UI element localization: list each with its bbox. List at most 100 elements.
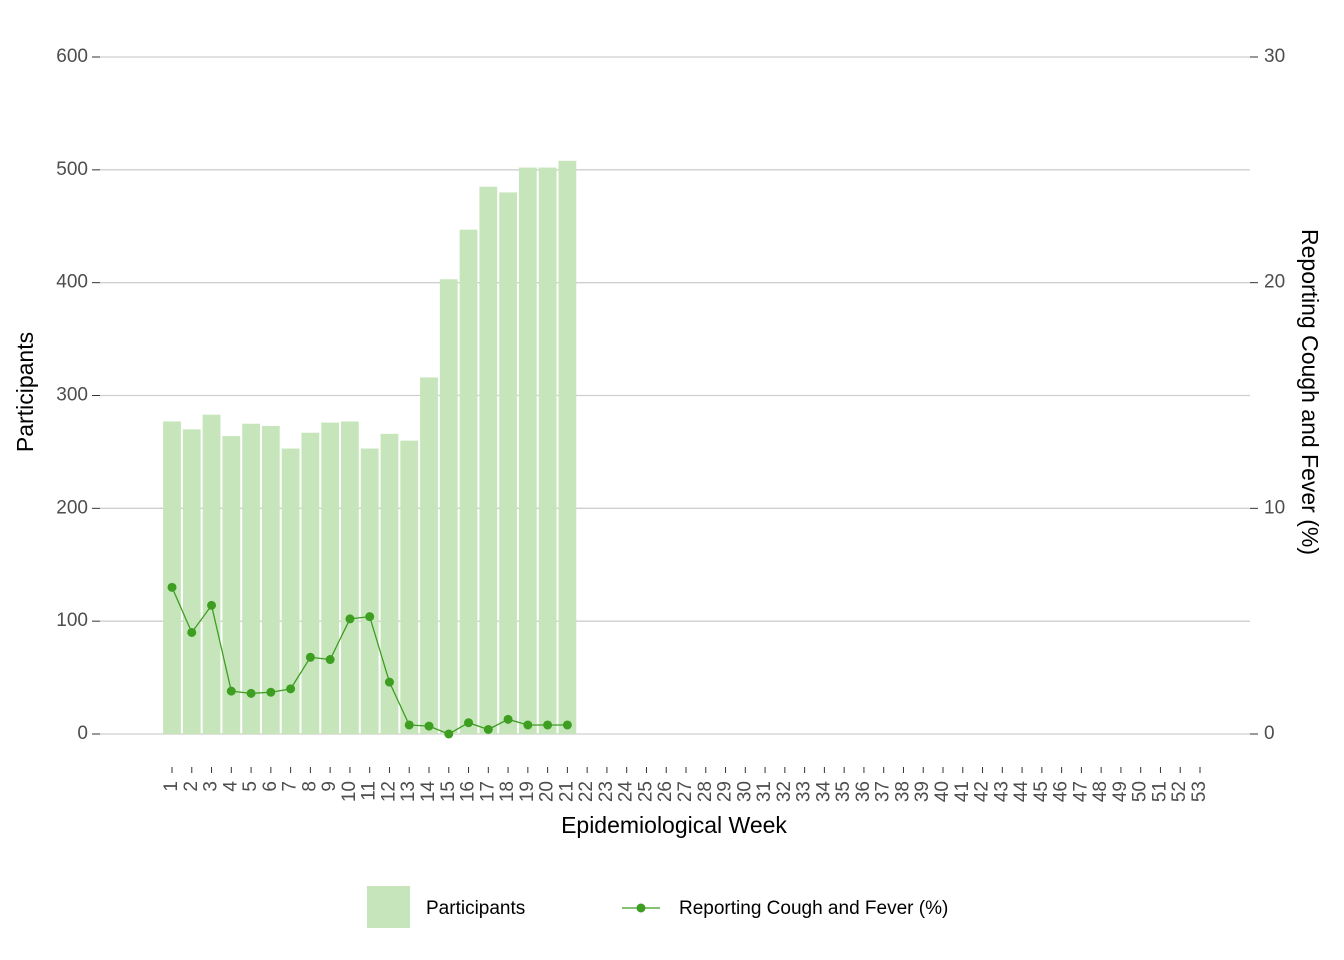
bar (163, 421, 181, 734)
bar (400, 440, 419, 734)
x-tick-label: 20 (537, 781, 558, 802)
point (167, 582, 177, 592)
x-tick-label: 49 (1110, 781, 1131, 802)
x-tick-label: 51 (1149, 781, 1170, 802)
point (266, 687, 276, 697)
y-tick-label: 600 (56, 46, 88, 67)
bar (380, 433, 399, 734)
bar (182, 429, 201, 734)
bar (439, 279, 458, 734)
point (325, 655, 335, 665)
x-tick-label: 47 (1070, 781, 1091, 802)
bar (518, 167, 537, 734)
bar (558, 160, 577, 735)
point (384, 677, 394, 687)
legend-key (367, 886, 410, 928)
x-tick-label: 5 (240, 781, 261, 792)
point (226, 686, 236, 696)
bar (420, 377, 438, 734)
x-tick-label: 50 (1130, 781, 1151, 802)
x-tick-label: 42 (972, 781, 993, 802)
x-tick-label: 19 (517, 781, 538, 802)
x-tick-label: 48 (1090, 781, 1111, 802)
x-tick-label: 29 (715, 781, 736, 802)
x-tick-label: 41 (952, 781, 973, 802)
bar (202, 414, 221, 734)
x-tick-label: 10 (339, 781, 360, 802)
point (404, 720, 414, 730)
y2-axis-title: Reporting Cough and Fever (%) (1297, 229, 1323, 555)
point (345, 614, 355, 624)
x-tick-label: 1 (161, 781, 182, 792)
bar (321, 422, 340, 734)
point (523, 720, 533, 730)
x-tick-label: 28 (695, 781, 716, 802)
point (424, 721, 434, 731)
y2-tick-label: 20 (1264, 272, 1285, 293)
x-tick-label: 37 (873, 781, 894, 802)
y2-tick-label: 30 (1264, 46, 1285, 67)
x-tick-label: 31 (754, 781, 775, 802)
point (207, 600, 217, 610)
x-tick-label: 22 (576, 781, 597, 802)
x-tick-label: 9 (319, 781, 340, 792)
x-tick-label: 40 (932, 781, 953, 802)
x-tick-label: 21 (556, 781, 577, 802)
legend-label: Participants (426, 898, 525, 919)
x-tick-label: 30 (734, 781, 755, 802)
x-tick-label: 34 (813, 781, 834, 803)
bar (459, 229, 478, 734)
x-axis-title: Epidemiological Week (561, 812, 787, 838)
y-axis-title: Participants (12, 332, 38, 452)
legend-key (636, 903, 646, 913)
bar (479, 186, 498, 735)
y-tick-label: 100 (56, 610, 88, 631)
x-tick-label: 44 (1011, 781, 1032, 803)
point (246, 688, 256, 698)
legend-label: Reporting Cough and Fever (%) (679, 898, 948, 919)
x-tick-label: 18 (497, 781, 518, 802)
x-tick-label: 14 (418, 781, 439, 803)
x-tick-label: 43 (991, 781, 1012, 802)
x-tick-label: 11 (359, 781, 380, 801)
y-tick-label: 400 (56, 272, 88, 293)
x-tick-label: 2 (181, 781, 202, 792)
x-tick-label: 24 (616, 781, 637, 803)
bar (301, 432, 320, 734)
y2-tick-label: 10 (1264, 497, 1285, 518)
point (187, 627, 197, 637)
x-tick-label: 16 (458, 781, 479, 802)
x-tick-label: 3 (201, 781, 222, 792)
y-tick-label: 500 (56, 159, 88, 180)
x-tick-label: 4 (220, 781, 241, 792)
x-tick-label: 46 (1051, 781, 1072, 802)
point (365, 612, 375, 622)
x-tick-label: 39 (912, 781, 933, 802)
x-tick-label: 53 (1189, 781, 1210, 802)
bar (538, 167, 557, 734)
x-tick-label: 17 (477, 781, 498, 802)
bar (499, 192, 517, 734)
x-tick-label: 36 (853, 781, 874, 802)
y-tick-label: 200 (56, 497, 88, 518)
x-tick-label: 45 (1031, 781, 1052, 802)
x-tick-label: 15 (438, 781, 459, 802)
point (543, 720, 553, 730)
bar (341, 421, 359, 734)
x-tick-label: 27 (675, 781, 696, 802)
x-tick-label: 8 (299, 781, 320, 792)
x-tick-label: 26 (655, 781, 676, 802)
x-tick-label: 12 (378, 781, 399, 802)
bar (281, 448, 300, 734)
x-tick-label: 6 (260, 781, 281, 792)
point (464, 718, 474, 728)
y2-tick-label: 0 (1264, 723, 1275, 744)
x-tick-label: 35 (833, 781, 854, 802)
point (305, 652, 315, 662)
x-tick-label: 52 (1169, 781, 1190, 802)
bar (242, 423, 260, 734)
x-tick-label: 13 (398, 781, 419, 802)
y-tick-label: 0 (77, 723, 88, 744)
point (503, 714, 513, 724)
